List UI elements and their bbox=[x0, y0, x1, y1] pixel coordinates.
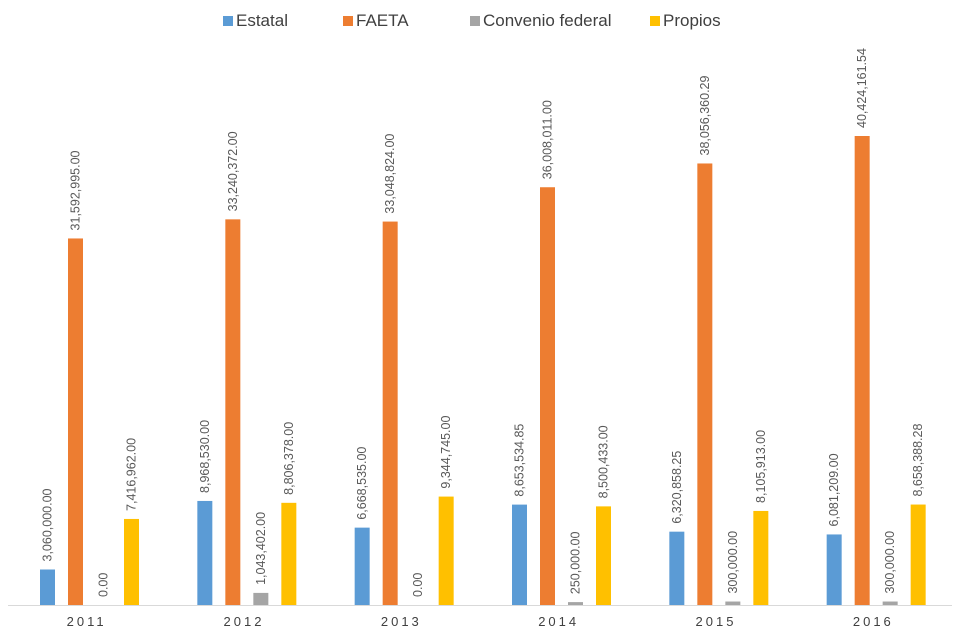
data-label-propios-2011: 7,416,962.00 bbox=[125, 438, 139, 511]
bar-faeta-2011 bbox=[68, 238, 83, 605]
bar-estatal-2015 bbox=[669, 531, 685, 605]
data-label-estatal-2011: 3,060,000.00 bbox=[41, 488, 55, 561]
bar-estatal-2013 bbox=[354, 527, 370, 605]
legend-label-convenio-federal: Convenio federal bbox=[483, 11, 612, 30]
bar-propios-2013 bbox=[438, 496, 454, 605]
bar-estatal-2016 bbox=[826, 534, 842, 605]
x-tick-label-2015: 2015 bbox=[696, 614, 737, 629]
bar-estatal-2011 bbox=[40, 569, 55, 605]
data-label-propios-2015: 8,105,913.00 bbox=[754, 430, 768, 503]
data-label-faeta-2012: 33,240,372.00 bbox=[226, 131, 240, 211]
data-label-propios-2014: 8,500,433.00 bbox=[597, 425, 611, 498]
x-tick-label-2016: 2016 bbox=[853, 614, 894, 629]
legend-swatch-faeta bbox=[343, 16, 353, 26]
x-tick-label-2013: 2013 bbox=[381, 614, 422, 629]
data-label-estatal-2016: 6,081,209.00 bbox=[827, 453, 841, 526]
bar-estatal-2012 bbox=[197, 500, 213, 605]
data-label-faeta-2013: 33,048,824.00 bbox=[383, 134, 397, 214]
data-label-faeta-2016: 40,424,161.54 bbox=[855, 48, 869, 128]
data-label-convenio-federal-2013: 0.00 bbox=[411, 573, 425, 597]
data-label-convenio-federal-2015: 300,000.00 bbox=[726, 531, 740, 594]
bar-convenio-federal-2014 bbox=[568, 602, 583, 605]
legend-label-faeta: FAETA bbox=[356, 11, 409, 30]
legend-swatch-propios bbox=[650, 16, 660, 26]
data-label-convenio-federal-2014: 250,000.00 bbox=[569, 531, 583, 594]
bar-propios-2015 bbox=[753, 510, 769, 605]
data-label-convenio-federal-2011: 0.00 bbox=[97, 573, 111, 597]
x-tick-label-2011: 2011 bbox=[67, 614, 107, 629]
bar-propios-2011 bbox=[124, 518, 139, 605]
data-label-faeta-2015: 38,056,360.29 bbox=[698, 75, 712, 155]
bar-propios-2016 bbox=[910, 504, 926, 605]
data-label-faeta-2014: 36,008,011.00 bbox=[541, 100, 555, 179]
data-label-faeta-2011: 31,592,995.00 bbox=[69, 150, 83, 230]
legend-swatch-estatal bbox=[223, 16, 233, 26]
x-tick-label-2012: 2012 bbox=[224, 614, 265, 629]
bar-propios-2014 bbox=[596, 506, 611, 605]
data-label-propios-2016: 8,658,388.28 bbox=[911, 424, 925, 497]
legend-swatch-convenio-federal bbox=[470, 16, 480, 26]
bar-propios-2012 bbox=[281, 502, 297, 605]
bar-faeta-2012 bbox=[225, 219, 241, 605]
bar-faeta-2015 bbox=[697, 163, 713, 605]
legend-label-estatal: Estatal bbox=[236, 11, 288, 30]
data-label-estatal-2015: 6,320,858.25 bbox=[670, 451, 684, 524]
data-label-convenio-federal-2012: 1,043,402.00 bbox=[254, 512, 268, 585]
data-label-convenio-federal-2016: 300,000.00 bbox=[883, 531, 897, 594]
bar-faeta-2014 bbox=[540, 187, 555, 605]
data-label-estatal-2012: 8,968,530.00 bbox=[198, 420, 212, 493]
bar-convenio-federal-2012 bbox=[253, 592, 269, 605]
bar-faeta-2013 bbox=[382, 221, 398, 605]
bar-convenio-federal-2016 bbox=[882, 601, 898, 605]
bar-faeta-2016 bbox=[854, 136, 870, 605]
data-label-propios-2013: 9,344,745.00 bbox=[439, 416, 453, 489]
data-label-estatal-2013: 6,668,535.00 bbox=[355, 447, 369, 520]
legend-label-propios: Propios bbox=[663, 11, 721, 30]
bar-estatal-2014 bbox=[512, 504, 527, 605]
data-label-estatal-2014: 8,653,534.85 bbox=[513, 424, 527, 497]
bar-convenio-federal-2015 bbox=[725, 601, 741, 605]
x-tick-label-2014: 2014 bbox=[538, 614, 579, 629]
data-label-propios-2012: 8,806,378.00 bbox=[282, 422, 296, 495]
